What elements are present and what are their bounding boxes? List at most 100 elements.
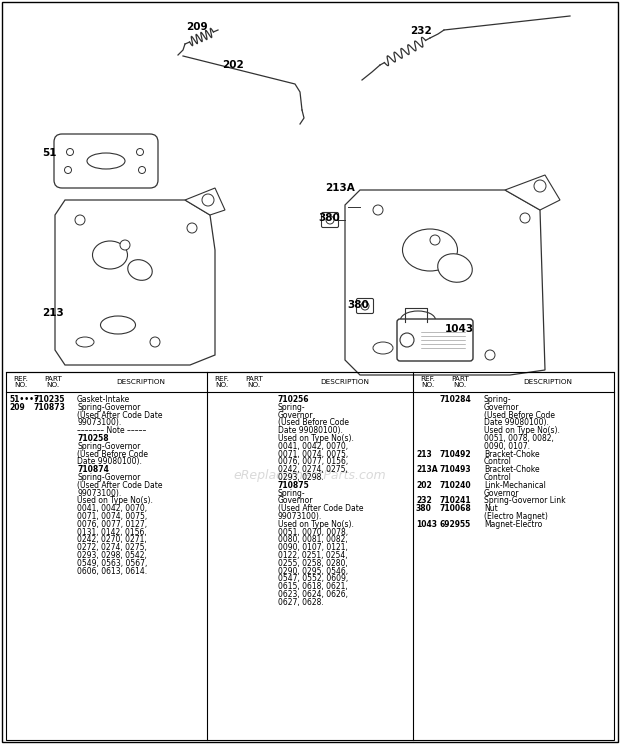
Text: (Used After Code Date: (Used After Code Date: [77, 481, 162, 490]
Ellipse shape: [373, 342, 393, 354]
Text: eReplacementParts.com: eReplacementParts.com: [234, 469, 386, 481]
Text: 0242, 0270, 0271,: 0242, 0270, 0271,: [77, 536, 147, 545]
Text: 1043: 1043: [445, 324, 474, 334]
Circle shape: [361, 302, 369, 310]
Text: DESCRIPTION: DESCRIPTION: [523, 379, 572, 385]
Text: DESCRIPTION: DESCRIPTION: [117, 379, 166, 385]
Circle shape: [120, 240, 130, 250]
Text: 0076, 0077, 0156,: 0076, 0077, 0156,: [278, 458, 348, 466]
Circle shape: [64, 167, 71, 173]
Text: 710493: 710493: [440, 465, 472, 474]
Text: 0293, 0298, 0542,: 0293, 0298, 0542,: [77, 551, 147, 560]
Circle shape: [485, 350, 495, 360]
Text: 710235: 710235: [33, 395, 64, 404]
Text: (Used Before Code: (Used Before Code: [77, 449, 148, 458]
Ellipse shape: [76, 337, 94, 347]
Text: 710258: 710258: [77, 434, 108, 443]
Text: 0076, 0077, 0127,: 0076, 0077, 0127,: [77, 520, 147, 529]
Circle shape: [520, 213, 530, 223]
Text: 0051, 0070, 0078,: 0051, 0070, 0078,: [278, 527, 348, 536]
Text: 213: 213: [42, 308, 64, 318]
Circle shape: [66, 149, 74, 155]
Bar: [6, 4, 614, 370]
Ellipse shape: [401, 311, 435, 329]
Text: 209: 209: [9, 403, 25, 411]
Text: 0547, 0552, 0609,: 0547, 0552, 0609,: [278, 574, 348, 583]
Text: 0293, 0298.: 0293, 0298.: [278, 473, 324, 482]
Text: Control: Control: [484, 458, 512, 466]
Text: 0549, 0563, 0567,: 0549, 0563, 0567,: [77, 559, 148, 568]
Text: Governor: Governor: [484, 403, 520, 411]
Text: 99073100).: 99073100).: [77, 489, 122, 498]
Circle shape: [534, 180, 546, 192]
Text: Nut: Nut: [484, 504, 498, 513]
Text: 0255, 0258, 0280,: 0255, 0258, 0280,: [278, 559, 348, 568]
Text: 710241: 710241: [440, 496, 472, 505]
Text: 380: 380: [416, 504, 432, 513]
Text: 0272, 0274, 0275,: 0272, 0274, 0275,: [77, 543, 147, 552]
Text: 232: 232: [410, 26, 432, 36]
Text: Bracket-Choke: Bracket-Choke: [484, 465, 539, 474]
Text: Governor: Governor: [278, 496, 314, 505]
Text: 0615, 0618, 0621,: 0615, 0618, 0621,: [278, 583, 348, 591]
Circle shape: [75, 215, 85, 225]
Text: 0122, 0251, 0254,: 0122, 0251, 0254,: [278, 551, 348, 560]
Text: 710240: 710240: [440, 481, 472, 490]
Circle shape: [202, 194, 214, 206]
Text: 213A: 213A: [416, 465, 438, 474]
Text: 710875: 710875: [278, 481, 310, 490]
FancyBboxPatch shape: [54, 134, 158, 188]
Ellipse shape: [438, 254, 472, 282]
Text: 0131, 0142, 0156,: 0131, 0142, 0156,: [77, 527, 147, 536]
Text: Spring-Governor: Spring-Governor: [77, 442, 140, 451]
Text: 710284: 710284: [440, 395, 472, 404]
Text: 213A: 213A: [325, 183, 355, 193]
Text: Spring-: Spring-: [278, 403, 306, 411]
Text: 0041, 0042, 0070,: 0041, 0042, 0070,: [278, 442, 348, 451]
Text: 51: 51: [42, 148, 56, 158]
FancyBboxPatch shape: [397, 319, 473, 361]
Text: 0071, 0074, 0075,: 0071, 0074, 0075,: [77, 512, 148, 521]
Text: PART
NO.: PART NO.: [44, 376, 62, 388]
Ellipse shape: [92, 241, 128, 269]
Circle shape: [136, 149, 143, 155]
Text: 0051, 0078, 0082,: 0051, 0078, 0082,: [484, 434, 554, 443]
Text: 0080, 0081, 0082,: 0080, 0081, 0082,: [278, 536, 348, 545]
Text: Governor: Governor: [278, 411, 314, 420]
Text: DESCRIPTION: DESCRIPTION: [320, 379, 369, 385]
Text: 0606, 0613, 0614.: 0606, 0613, 0614.: [77, 567, 147, 576]
Text: 1043: 1043: [416, 520, 437, 529]
Polygon shape: [345, 190, 545, 375]
Text: Used on Type No(s).: Used on Type No(s).: [484, 426, 560, 435]
Ellipse shape: [100, 316, 136, 334]
Text: REF.
NO.: REF. NO.: [420, 376, 435, 388]
Text: (Used After Code Date: (Used After Code Date: [77, 411, 162, 420]
Text: (Electro Magnet): (Electro Magnet): [484, 512, 548, 521]
Text: (Used Before Code: (Used Before Code: [278, 418, 349, 427]
Text: 0090, 0107, 0121,: 0090, 0107, 0121,: [278, 543, 348, 552]
Ellipse shape: [87, 153, 125, 169]
Text: 710068: 710068: [440, 504, 472, 513]
Text: 202: 202: [416, 481, 432, 490]
Polygon shape: [505, 175, 560, 210]
Text: PART
NO.: PART NO.: [245, 376, 263, 388]
Text: 213: 213: [416, 449, 432, 458]
Polygon shape: [185, 188, 225, 215]
Text: 380: 380: [347, 300, 369, 310]
Text: Spring-Governor: Spring-Governor: [77, 473, 140, 482]
Text: REF.
NO.: REF. NO.: [14, 376, 29, 388]
Ellipse shape: [402, 229, 458, 271]
Text: Used on Type No(s).: Used on Type No(s).: [278, 520, 354, 529]
Text: 0041, 0042, 0070,: 0041, 0042, 0070,: [77, 504, 147, 513]
Text: 380: 380: [318, 213, 340, 223]
FancyBboxPatch shape: [322, 213, 339, 228]
Text: Governor: Governor: [484, 489, 520, 498]
Text: ––––––– Note –––––: ––––––– Note –––––: [77, 426, 146, 435]
Text: 0242, 0274, 0275,: 0242, 0274, 0275,: [278, 465, 348, 474]
Text: Spring-: Spring-: [484, 395, 512, 404]
Text: 710256: 710256: [278, 395, 309, 404]
Circle shape: [326, 216, 334, 224]
Text: Spring-: Spring-: [278, 489, 306, 498]
Text: Date 99080100).: Date 99080100).: [278, 426, 343, 435]
Bar: [6, 372, 614, 740]
